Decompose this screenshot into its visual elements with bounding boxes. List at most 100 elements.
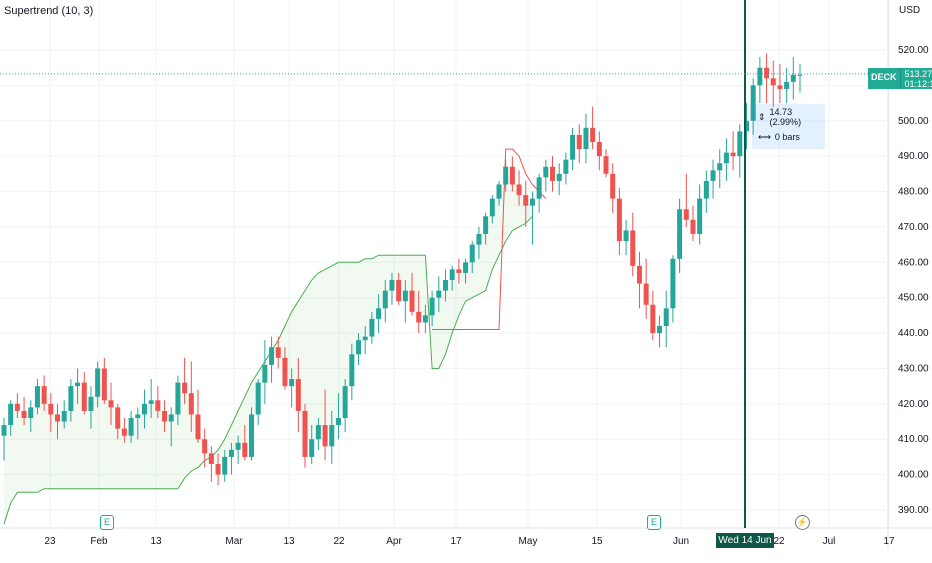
candle (168, 407, 174, 447)
candle (516, 170, 522, 206)
candle-body (101, 368, 107, 401)
time-tick-label: 13 (283, 536, 295, 547)
candle (570, 127, 576, 171)
candle-body (148, 400, 154, 404)
time-tick-label: Apr (386, 536, 402, 547)
candle (101, 357, 107, 404)
candle-body (295, 379, 301, 411)
candle-body (349, 354, 355, 387)
candle (764, 53, 770, 104)
candle (8, 400, 14, 436)
candle (436, 276, 442, 312)
candle (690, 205, 696, 242)
candle-body (275, 347, 281, 358)
indicator-legend[interactable]: Supertrend (10, 3) (4, 5, 94, 17)
earnings-icon[interactable]: E (100, 515, 114, 530)
candle (757, 57, 763, 104)
candle-body (483, 216, 489, 234)
candle-body (1, 425, 7, 436)
candle (195, 389, 201, 443)
last-price-value: 513.27 01:12:13 (899, 68, 932, 89)
price-tick-label: 520.00 (898, 45, 929, 56)
candle (442, 269, 448, 302)
candle-body (41, 386, 47, 404)
candle (228, 442, 234, 475)
candle-body (208, 453, 214, 464)
candle (61, 400, 67, 429)
candle (797, 64, 803, 93)
candle (396, 272, 402, 305)
candle (750, 78, 756, 135)
candle (670, 255, 676, 323)
candle-body (175, 382, 181, 415)
candle-body (543, 166, 549, 178)
candle (41, 375, 47, 411)
time-tick-label: 15 (591, 536, 603, 547)
candle-body (269, 347, 275, 365)
price-chart[interactable]: 520.00510.00500.00490.00480.00470.00460.… (0, 0, 932, 550)
earnings-icon[interactable]: E (647, 515, 661, 530)
candle-body (710, 170, 716, 181)
candle (657, 315, 663, 348)
candle (636, 251, 642, 309)
candle (422, 304, 428, 334)
candle (784, 67, 790, 104)
last-price: 513.27 (904, 69, 932, 79)
candle (302, 403, 308, 468)
candle-body (657, 326, 663, 334)
time-tick-label: 22 (773, 536, 785, 547)
candle-body (643, 283, 649, 305)
candle-body (550, 166, 556, 181)
candle-body (14, 403, 20, 411)
candle (409, 272, 415, 316)
candle-body (683, 209, 689, 220)
candle-body (34, 386, 40, 408)
price-tick-label: 450.00 (898, 293, 929, 304)
candle-body (75, 382, 81, 387)
candle (369, 311, 375, 344)
candle-body (222, 456, 228, 475)
candle-body (757, 67, 763, 86)
candle-body (750, 85, 756, 121)
candle (382, 280, 388, 323)
time-tick-label: 13 (150, 536, 162, 547)
candle (21, 396, 27, 426)
candle (28, 400, 34, 433)
candle-body (21, 410, 27, 418)
candle-body (690, 219, 696, 234)
candle-body (235, 442, 241, 450)
candle (255, 379, 261, 426)
candle (730, 131, 736, 171)
candle (335, 393, 341, 440)
candle-body (563, 159, 569, 174)
candle (34, 379, 40, 415)
candle-body (128, 418, 134, 436)
dividend-icon[interactable]: ⚡ (795, 515, 810, 530)
candle (68, 379, 74, 422)
candle-body (456, 269, 462, 273)
candle (596, 131, 602, 171)
candle (603, 149, 609, 178)
candle (322, 389, 328, 461)
candle-body (663, 308, 669, 326)
candle-body (697, 198, 703, 234)
candle-body (489, 198, 495, 217)
candle (723, 138, 729, 181)
candle (48, 393, 54, 433)
candle (630, 212, 636, 277)
time-tick-label: 17 (450, 536, 462, 547)
time-tick-label: Feb (90, 536, 108, 547)
candle (242, 425, 248, 461)
candle-body (737, 131, 743, 157)
candle-body (416, 311, 422, 323)
time-axis[interactable]: 23 Feb 13 Mar 13 22 Apr 17 May 15 Jun 22 Jul 17 (44, 536, 895, 547)
candle (509, 156, 515, 192)
candle (376, 294, 382, 334)
candle (496, 180, 502, 206)
candle (108, 382, 114, 426)
supertrend-down-line (432, 148, 547, 330)
price-axis[interactable]: 520.00510.00500.00490.00480.00470.00460.… (898, 45, 929, 516)
candle-body (570, 134, 576, 160)
candle-body (636, 265, 642, 284)
time-tick-label: Mar (225, 536, 243, 547)
